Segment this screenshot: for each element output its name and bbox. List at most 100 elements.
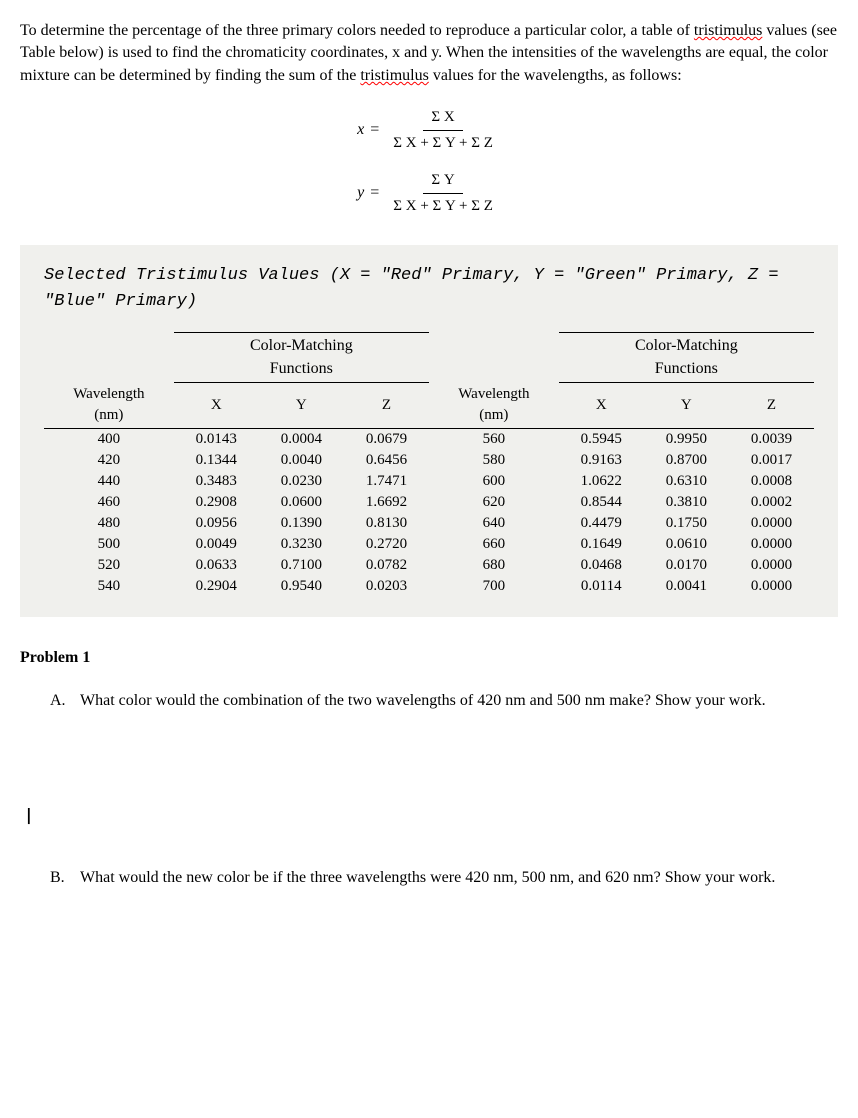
problem-heading: Problem 1 bbox=[20, 647, 838, 669]
table-cell-wl: 440 bbox=[44, 471, 174, 492]
table-cell-y: 0.0040 bbox=[259, 450, 344, 471]
problem-a: A. What color would the combination of t… bbox=[50, 690, 838, 712]
formula-y-den: Σ X + Σ Y + Σ Z bbox=[385, 194, 501, 217]
table-cell-wl: 660 bbox=[429, 534, 559, 555]
table-cell-x: 0.3483 bbox=[174, 471, 259, 492]
color-matching-header-right: Color-MatchingFunctions bbox=[559, 333, 814, 383]
intro-part3: values for the wavelengths, as follows: bbox=[429, 67, 682, 84]
table-cell-z: 0.6456 bbox=[344, 450, 429, 471]
table-cell-y: 0.3810 bbox=[644, 492, 729, 513]
table-cell-x: 0.2904 bbox=[174, 576, 259, 597]
table-cell-wl: 600 bbox=[429, 471, 559, 492]
table-cell-z: 0.0000 bbox=[729, 513, 814, 534]
table-cell-wl: 400 bbox=[44, 429, 174, 451]
formula-x-var: x bbox=[357, 119, 364, 141]
problem-b: B. What would the new color be if the th… bbox=[50, 867, 838, 889]
table-cell-z: 0.0000 bbox=[729, 576, 814, 597]
table-cell-y: 0.7100 bbox=[259, 555, 344, 576]
table-cell-y: 0.6310 bbox=[644, 471, 729, 492]
table-cell-z: 0.0000 bbox=[729, 534, 814, 555]
table-cell-z: 0.0002 bbox=[729, 492, 814, 513]
table-cell-wl: 580 bbox=[429, 450, 559, 471]
table-left-half: Color-MatchingFunctions Wavelength(nm) X… bbox=[44, 332, 429, 597]
table-cell-x: 0.1649 bbox=[559, 534, 644, 555]
equals-sign: = bbox=[370, 182, 379, 204]
table-cell-wl: 520 bbox=[44, 555, 174, 576]
table-cell-y: 0.0610 bbox=[644, 534, 729, 555]
x-header-left: X bbox=[174, 382, 259, 429]
table-cell-wl: 640 bbox=[429, 513, 559, 534]
table-row: 6800.04680.01700.0000 bbox=[429, 555, 814, 576]
x-header-right: X bbox=[559, 382, 644, 429]
text-cursor: | bbox=[24, 804, 838, 826]
table-cell-y: 0.1750 bbox=[644, 513, 729, 534]
formula-x-den: Σ X + Σ Y + Σ Z bbox=[385, 131, 501, 154]
data-table-wrapper: Color-MatchingFunctions Wavelength(nm) X… bbox=[44, 332, 814, 597]
table-cell-wl: 560 bbox=[429, 429, 559, 451]
spacer-a bbox=[20, 724, 838, 804]
fraction-y: Σ Y Σ X + Σ Y + Σ Z bbox=[385, 170, 501, 217]
table-row: 4400.34830.02301.7471 bbox=[44, 471, 429, 492]
table-cell-z: 0.0008 bbox=[729, 471, 814, 492]
tristimulus-word-2: tristimulus bbox=[360, 67, 428, 84]
table-row: 5400.29040.95400.0203 bbox=[44, 576, 429, 597]
table-row: 5200.06330.71000.0782 bbox=[44, 555, 429, 576]
table-row: 4800.09560.13900.8130 bbox=[44, 513, 429, 534]
formula-section: x = Σ X Σ X + Σ Y + Σ Z y = Σ Y Σ X + Σ … bbox=[20, 99, 838, 225]
table-cell-z: 0.0039 bbox=[729, 429, 814, 451]
table-cell-x: 0.8544 bbox=[559, 492, 644, 513]
table-row: 4200.13440.00400.6456 bbox=[44, 450, 429, 471]
table-cell-wl: 540 bbox=[44, 576, 174, 597]
table-cell-x: 0.0956 bbox=[174, 513, 259, 534]
table-cell-y: 0.0004 bbox=[259, 429, 344, 451]
intro-paragraph: To determine the percentage of the three… bbox=[20, 20, 838, 87]
table-cell-y: 0.3230 bbox=[259, 534, 344, 555]
z-header-right: Z bbox=[729, 382, 814, 429]
table-cell-y: 0.9540 bbox=[259, 576, 344, 597]
table-cell-x: 0.1344 bbox=[174, 450, 259, 471]
table-cell-x: 0.9163 bbox=[559, 450, 644, 471]
tristimulus-table-right: Color-MatchingFunctions Wavelength(nm) X… bbox=[429, 332, 814, 597]
table-row: 4600.29080.06001.6692 bbox=[44, 492, 429, 513]
table-cell-wl: 700 bbox=[429, 576, 559, 597]
table-row: 6400.44790.17500.0000 bbox=[429, 513, 814, 534]
table-row: 7000.01140.00410.0000 bbox=[429, 576, 814, 597]
tristimulus-word-1: tristimulus bbox=[694, 22, 762, 39]
table-cell-y: 0.0041 bbox=[644, 576, 729, 597]
table-cell-x: 1.0622 bbox=[559, 471, 644, 492]
wavelength-header-right: Wavelength(nm) bbox=[429, 382, 559, 429]
table-cell-wl: 680 bbox=[429, 555, 559, 576]
table-cell-x: 0.4479 bbox=[559, 513, 644, 534]
table-cell-wl: 620 bbox=[429, 492, 559, 513]
formula-y-num: Σ Y bbox=[423, 170, 462, 194]
table-cell-z: 0.0000 bbox=[729, 555, 814, 576]
table-cell-y: 0.0600 bbox=[259, 492, 344, 513]
formula-y-var: y bbox=[357, 182, 364, 204]
table-row: 4000.01430.00040.0679 bbox=[44, 429, 429, 451]
table-cell-z: 0.2720 bbox=[344, 534, 429, 555]
table-cell-x: 0.0114 bbox=[559, 576, 644, 597]
spacer-cursor bbox=[20, 827, 838, 867]
table-row: 5800.91630.87000.0017 bbox=[429, 450, 814, 471]
table-row: 5600.59450.99500.0039 bbox=[429, 429, 814, 451]
table-cell-z: 1.7471 bbox=[344, 471, 429, 492]
table-cell-wl: 480 bbox=[44, 513, 174, 534]
table-cell-z: 0.8130 bbox=[344, 513, 429, 534]
table-cell-x: 0.0468 bbox=[559, 555, 644, 576]
problem-a-text: What color would the combination of the … bbox=[80, 690, 838, 712]
formula-y: y = Σ Y Σ X + Σ Y + Σ Z bbox=[357, 170, 501, 217]
problem-a-letter: A. bbox=[50, 690, 70, 712]
table-row: 5000.00490.32300.2720 bbox=[44, 534, 429, 555]
y-header-left: Y bbox=[259, 382, 344, 429]
equals-sign: = bbox=[370, 119, 379, 141]
table-cell-x: 0.0633 bbox=[174, 555, 259, 576]
table-cell-x: 0.0143 bbox=[174, 429, 259, 451]
table-row: 6200.85440.38100.0002 bbox=[429, 492, 814, 513]
z-header-left: Z bbox=[344, 382, 429, 429]
table-row: 6600.16490.06100.0000 bbox=[429, 534, 814, 555]
table-cell-z: 1.6692 bbox=[344, 492, 429, 513]
table-cell-z: 0.0017 bbox=[729, 450, 814, 471]
color-matching-header-left: Color-MatchingFunctions bbox=[174, 333, 429, 383]
table-cell-z: 0.0679 bbox=[344, 429, 429, 451]
wavelength-header-left: Wavelength(nm) bbox=[44, 382, 174, 429]
